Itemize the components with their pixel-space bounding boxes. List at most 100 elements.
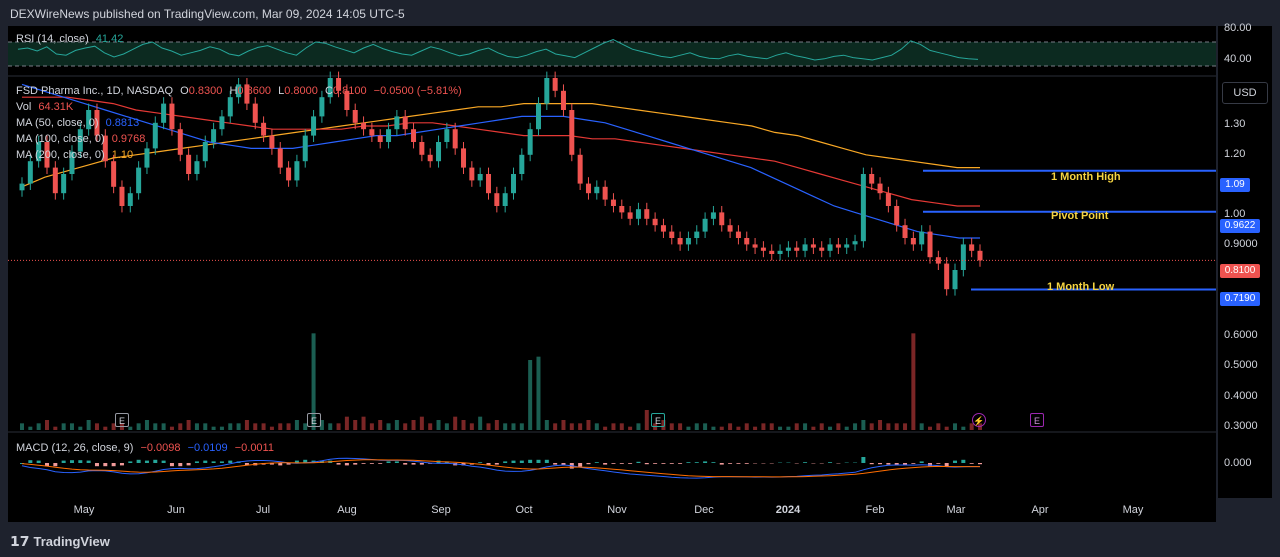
tradingview-mark-icon: 𝟭𝟳	[10, 533, 30, 549]
candle-body	[927, 231, 933, 258]
ma200-legend: MA (200, close, 0) 1.10	[16, 149, 133, 161]
macd-hist-bar	[728, 463, 733, 464]
volume-bar	[861, 420, 866, 430]
volume-bar	[203, 423, 208, 430]
earnings-event-icon[interactable]: E	[1030, 413, 1044, 427]
candle-body	[919, 231, 925, 245]
tradingview-logo[interactable]: 𝟭𝟳 TradingView	[10, 533, 110, 549]
macd-hist-bar	[478, 462, 483, 463]
volume-bar	[436, 420, 441, 430]
x-label: Jun	[167, 504, 185, 516]
candle-body	[527, 129, 533, 155]
candle-body	[969, 244, 975, 251]
volume-bar	[519, 423, 524, 430]
macd-hist-bar	[703, 461, 708, 463]
ma50-value: 0.8813	[105, 117, 140, 129]
candle-body	[660, 225, 666, 232]
volume-bar	[361, 416, 366, 430]
candle-body	[269, 135, 275, 149]
candle-body	[877, 183, 883, 194]
macd-hist-bar	[969, 463, 974, 464]
candle-body	[136, 167, 142, 194]
macd-hist-bar	[169, 463, 174, 467]
symbol-label: FSD Pharma Inc., 1D, NASDAQ	[16, 85, 174, 97]
macd-hist-bar	[103, 463, 108, 467]
volume-bar	[319, 420, 324, 430]
macd-hist-bar	[886, 463, 891, 465]
volume-bar	[236, 423, 241, 430]
macd-hist-bar	[286, 463, 291, 465]
earnings-event-icon[interactable]: E	[651, 413, 665, 427]
candle-body	[486, 174, 492, 194]
candle-body	[44, 142, 50, 168]
macd-hist-bar	[78, 460, 83, 463]
rsi-value: 41.42	[95, 33, 124, 45]
macd-hist-bar	[619, 463, 624, 464]
volume-bar	[711, 426, 716, 430]
volume-bar	[478, 416, 483, 430]
candle-body	[902, 225, 908, 238]
macd-hist-bar	[269, 463, 274, 465]
level-tag-low: 0.7190	[1220, 292, 1260, 306]
candle-body	[644, 209, 650, 219]
volume-bar	[419, 416, 424, 430]
macd-hist-bar	[94, 463, 99, 467]
volume-bar	[853, 423, 858, 430]
ohlc-open: O0.8300	[180, 85, 223, 97]
volume-bar	[694, 423, 699, 430]
chart-svg[interactable]	[8, 26, 1216, 498]
candle-body	[719, 212, 725, 226]
macd-hist-bar	[353, 463, 358, 465]
dividend-event-icon[interactable]: ⚡	[972, 413, 986, 427]
candle-body	[286, 167, 292, 181]
volume-bar	[78, 426, 83, 430]
volume-bar	[536, 356, 541, 430]
chart-area[interactable]	[8, 26, 1216, 498]
x-label: Feb	[865, 504, 885, 516]
macd-hist-bar	[686, 462, 691, 463]
volume-bar	[878, 420, 883, 430]
macd-hist-bar	[944, 463, 949, 467]
volume-bar	[211, 426, 216, 430]
earnings-event-icon[interactable]: E	[307, 413, 321, 427]
volume-bar	[769, 423, 774, 430]
volume-bar	[661, 420, 666, 430]
macd-hist-bar	[53, 463, 58, 467]
candle-body	[669, 231, 675, 238]
candle-body	[585, 183, 591, 194]
macd-hist-bar	[294, 460, 299, 463]
currency-button[interactable]: USD	[1222, 82, 1268, 104]
volume-bar	[636, 423, 641, 430]
candle-body	[535, 103, 541, 130]
time-axis[interactable]: May Jun Jul Aug Sep Oct Nov Dec 2024 Feb…	[8, 498, 1216, 522]
macd-hist-bar	[919, 461, 924, 463]
volume-bar	[836, 423, 841, 430]
macd-legend: MACD (12, 26, close, 9) −0.0098 −0.0109 …	[16, 442, 274, 454]
price-scale[interactable]	[1218, 26, 1272, 498]
earnings-event-icon[interactable]: E	[115, 413, 129, 427]
volume-bar	[469, 423, 474, 430]
candle-body	[177, 129, 183, 155]
candle-body	[752, 244, 758, 248]
candle-body	[552, 78, 558, 91]
candle-body	[69, 151, 75, 174]
candle-body	[769, 250, 775, 254]
macd-hist-bar	[378, 463, 383, 464]
symbol-legend: FSD Pharma Inc., 1D, NASDAQ O0.8300 H0.8…	[16, 85, 462, 97]
volume-bar	[961, 426, 966, 430]
candle-body	[186, 154, 192, 174]
price-tick: 0.6000	[1224, 329, 1258, 341]
macd-hist-bar	[719, 463, 724, 465]
volume-bar	[503, 423, 508, 430]
volume-bar	[328, 423, 333, 430]
volume-bar	[378, 420, 383, 430]
rsi-line	[17, 39, 979, 61]
candle-body	[244, 84, 250, 104]
macd-tick: 0.000	[1224, 457, 1252, 469]
macd-hist-bar	[669, 463, 674, 464]
macd-hist-bar	[194, 461, 199, 463]
candle-body	[885, 193, 891, 206]
volume-bar	[253, 423, 258, 430]
volume-bar	[619, 423, 624, 430]
candle-body	[27, 161, 33, 184]
